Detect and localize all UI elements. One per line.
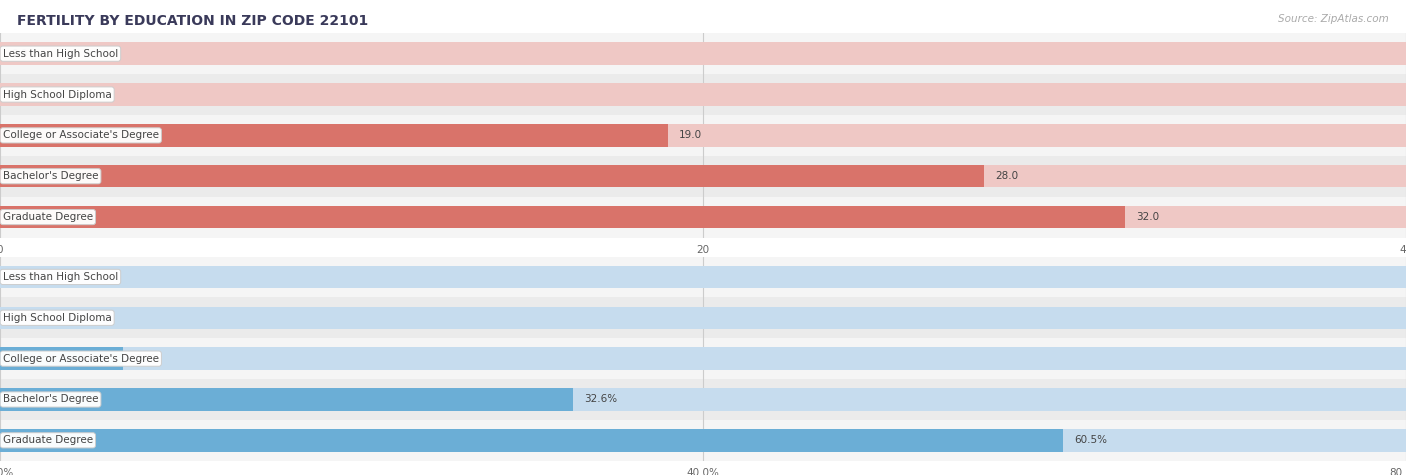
Bar — [0, 156, 1406, 197]
Bar — [0, 429, 1406, 452]
Bar — [0, 338, 1406, 379]
Text: 7.0%: 7.0% — [135, 353, 160, 364]
Bar — [0, 429, 1063, 452]
Bar — [0, 306, 1406, 329]
Text: 0.0%: 0.0% — [11, 272, 38, 282]
Text: College or Associate's Degree: College or Associate's Degree — [3, 130, 159, 141]
Bar — [0, 379, 1406, 420]
Text: High School Diploma: High School Diploma — [3, 313, 111, 323]
Bar — [0, 124, 1406, 147]
Text: Bachelor's Degree: Bachelor's Degree — [3, 171, 98, 181]
Text: Source: ZipAtlas.com: Source: ZipAtlas.com — [1278, 14, 1389, 24]
Bar — [0, 266, 1406, 288]
Text: 19.0: 19.0 — [679, 130, 702, 141]
Bar — [0, 115, 1406, 156]
Bar — [0, 388, 1406, 411]
Text: 28.0: 28.0 — [995, 171, 1018, 181]
Bar — [0, 74, 1406, 115]
Text: 0.0: 0.0 — [11, 48, 28, 59]
Bar — [0, 165, 984, 188]
Text: Graduate Degree: Graduate Degree — [3, 435, 93, 446]
Bar — [0, 347, 1406, 370]
Text: 0.0%: 0.0% — [11, 313, 38, 323]
Bar — [0, 33, 1406, 74]
Bar — [0, 420, 1406, 461]
Bar — [0, 388, 574, 411]
Bar — [0, 297, 1406, 338]
Bar — [0, 347, 124, 370]
Text: College or Associate's Degree: College or Associate's Degree — [3, 353, 159, 364]
Bar — [0, 124, 668, 147]
Text: High School Diploma: High School Diploma — [3, 89, 111, 100]
Text: Less than High School: Less than High School — [3, 48, 118, 59]
Text: 32.6%: 32.6% — [585, 394, 617, 405]
Text: 0.0: 0.0 — [11, 89, 28, 100]
Text: Graduate Degree: Graduate Degree — [3, 212, 93, 222]
Bar — [0, 206, 1125, 228]
Bar — [0, 206, 1406, 228]
Text: FERTILITY BY EDUCATION IN ZIP CODE 22101: FERTILITY BY EDUCATION IN ZIP CODE 22101 — [17, 14, 368, 28]
Bar — [0, 197, 1406, 238]
Text: 32.0: 32.0 — [1136, 212, 1159, 222]
Text: Less than High School: Less than High School — [3, 272, 118, 282]
Bar — [0, 165, 1406, 188]
Bar — [0, 256, 1406, 297]
Bar — [0, 42, 1406, 65]
Text: 60.5%: 60.5% — [1074, 435, 1108, 446]
Bar — [0, 83, 1406, 106]
Text: Bachelor's Degree: Bachelor's Degree — [3, 394, 98, 405]
